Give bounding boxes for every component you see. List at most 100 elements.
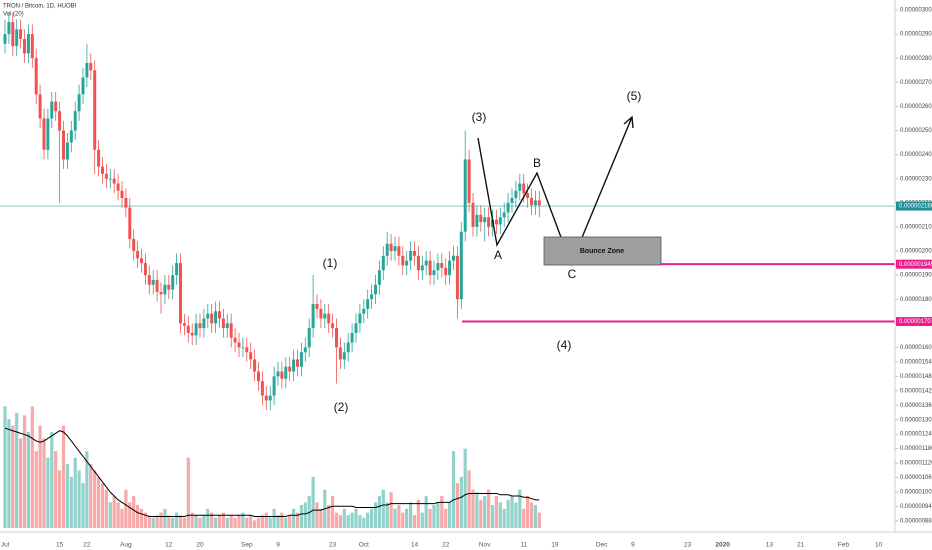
- y-tick-label: 0.0000028000: [900, 56, 932, 62]
- x-tick-label: 9: [631, 542, 635, 549]
- price-badge-label: 0.0000019453: [899, 262, 932, 268]
- axes: 0.0000030000 0.0000029000 0.0000028000 0.00…: [1, 8, 932, 549]
- candle-body: [459, 231, 463, 300]
- volume-bar: [385, 502, 389, 528]
- volume-bar: [393, 508, 397, 528]
- volume-bar: [514, 502, 518, 528]
- candle-body: [389, 243, 393, 251]
- candle-body: [440, 263, 444, 268]
- volume-bar: [303, 502, 307, 528]
- wave-label: (1): [323, 256, 338, 270]
- chart-title: TRON / Bitcoin, 1D, HUOBI: [3, 4, 77, 10]
- volume-bar: [490, 504, 495, 528]
- candle-body: [416, 255, 420, 271]
- candle-body: [19, 29, 23, 39]
- candle-body: [257, 371, 260, 382]
- candle-body: [163, 284, 167, 295]
- y-tick-label: 0.0000015400: [900, 359, 932, 365]
- volume-bar: [432, 504, 436, 528]
- arrow-head: [623, 115, 634, 129]
- candle-body: [65, 142, 69, 160]
- candle-body: [424, 260, 428, 266]
- volume-bar: [245, 517, 249, 528]
- y-tick-label: 0.0000013000: [900, 417, 932, 423]
- volume-bar: [175, 512, 179, 528]
- price-badge: [896, 259, 932, 269]
- y-tick-label: 0.0000026000: [900, 104, 932, 110]
- y-tick-label: 0.0000025000: [900, 128, 932, 134]
- candle-body: [436, 263, 440, 271]
- volume-bar: [214, 517, 218, 528]
- candle-body: [175, 263, 179, 276]
- volume-bar: [327, 504, 331, 528]
- volume-bar: [26, 432, 30, 528]
- candle-body: [198, 323, 202, 329]
- candle-body: [315, 304, 319, 309]
- candle-body: [428, 260, 432, 276]
- volume-ma: [4, 427, 540, 517]
- candle-body: [167, 284, 171, 290]
- volume-bar: [350, 512, 354, 528]
- candle-body: [46, 118, 50, 150]
- volume-bar: [526, 496, 530, 528]
- candle-body: [381, 255, 385, 271]
- volume-bar: [373, 502, 378, 528]
- candle-body: [112, 178, 116, 184]
- candle-body: [475, 214, 479, 227]
- volume-bar: [221, 512, 225, 528]
- candle-body: [104, 173, 108, 179]
- candle-body: [494, 219, 498, 225]
- volume-bar: [178, 515, 183, 528]
- candle-body: [463, 159, 467, 232]
- candle-body: [218, 311, 221, 319]
- candle-body: [159, 291, 163, 295]
- volume-bar: [19, 438, 23, 528]
- x-tick-label: Aug: [120, 542, 132, 549]
- price-badge: [896, 317, 932, 327]
- volume-bar: [342, 508, 346, 528]
- candle-body: [182, 323, 186, 326]
- x-tick-label: 2020: [715, 542, 730, 549]
- y-tick-label: 0.0000008800: [900, 518, 932, 524]
- candle-body: [272, 376, 276, 396]
- y-tick-label: 0.0000027000: [900, 80, 932, 86]
- candle-body: [143, 263, 147, 276]
- candle-body: [303, 347, 307, 353]
- candle-body: [132, 238, 136, 251]
- candle-body: [42, 118, 46, 150]
- volume-bar: [206, 508, 210, 528]
- candle-body: [73, 111, 77, 131]
- volume-bar: [93, 470, 97, 528]
- candle-body: [81, 77, 85, 95]
- candle-body: [444, 267, 448, 276]
- candle-body: [533, 200, 537, 206]
- candle-body: [38, 94, 42, 119]
- wave-label: B: [533, 156, 541, 170]
- candle-body: [194, 323, 198, 336]
- volume-bar: [537, 512, 541, 528]
- volume-bar: [159, 512, 163, 528]
- candle-body: [284, 366, 288, 379]
- price-badge: [896, 201, 932, 211]
- candle-body: [147, 275, 151, 285]
- candle-body: [335, 328, 338, 348]
- wave-label: A: [494, 248, 502, 262]
- volume-bar: [284, 517, 288, 528]
- candle-body: [264, 395, 268, 401]
- volume-label: Vol (20): [3, 12, 24, 18]
- x-tick-label: 11: [520, 542, 527, 549]
- x-tick-label: Nov: [479, 542, 491, 549]
- price-badge-label: 0.0000017073: [899, 319, 932, 325]
- volume-bar: [424, 496, 428, 528]
- candle-body: [296, 359, 299, 367]
- x-tick-label: 20: [196, 542, 204, 549]
- volume-bar: [444, 508, 448, 528]
- wave-path: [477, 116, 633, 266]
- volume-bar: [42, 438, 46, 528]
- volume-bar: [108, 502, 112, 528]
- candle-body: [89, 63, 93, 71]
- x-tick-label: 12: [165, 542, 173, 549]
- candle-body: [7, 22, 11, 35]
- candle-body: [420, 265, 424, 271]
